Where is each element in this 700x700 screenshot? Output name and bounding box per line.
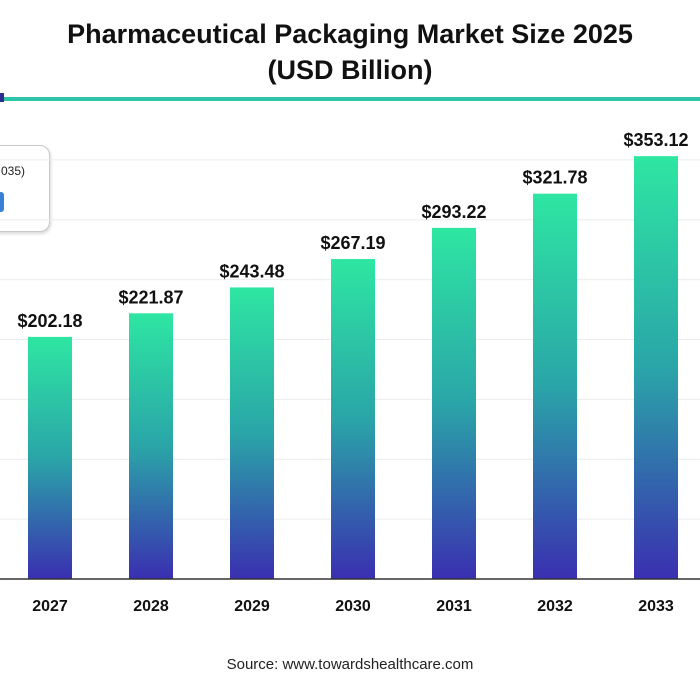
x-tick-2030: 2030 bbox=[335, 598, 371, 615]
x-tick-labels: 2027 2028 2029 2030 2031 2032 2033 bbox=[32, 598, 674, 615]
x-tick-2031: 2031 bbox=[436, 598, 472, 615]
value-label-2032: $321.78 bbox=[522, 168, 587, 188]
chart-title-line-2: (USD Billion) bbox=[267, 55, 433, 85]
bar-2032 bbox=[533, 193, 577, 579]
bar-2027 bbox=[28, 336, 72, 579]
bar-2029 bbox=[230, 287, 274, 579]
title-divider bbox=[0, 97, 700, 101]
x-tick-2033: 2033 bbox=[638, 598, 674, 615]
x-tick-2027: 2027 bbox=[32, 598, 68, 615]
legend-swatch bbox=[0, 192, 4, 212]
x-tick-2029: 2029 bbox=[234, 598, 270, 615]
value-label-2028: $221.87 bbox=[118, 287, 183, 307]
value-label-2031: $293.22 bbox=[421, 202, 486, 222]
value-labels: $202.18 $221.87 $243.48 $267.19 $293.22 $321.… bbox=[17, 130, 688, 331]
divider-marker bbox=[0, 93, 4, 102]
legend-label: 035) bbox=[1, 164, 26, 178]
bar-2028 bbox=[129, 313, 173, 579]
bar-2031 bbox=[432, 227, 476, 579]
chart-title-line-1: Pharmaceutical Packaging Market Size 202… bbox=[67, 19, 633, 49]
value-label-2029: $243.48 bbox=[219, 261, 284, 281]
bar-2033 bbox=[634, 156, 678, 579]
value-label-2030: $267.19 bbox=[320, 233, 385, 253]
chart-title: Pharmaceutical Packaging Market Size 202… bbox=[0, 16, 700, 88]
value-label-2027: $202.18 bbox=[17, 311, 82, 331]
bars bbox=[28, 156, 678, 579]
x-tick-2028: 2028 bbox=[133, 598, 169, 615]
x-tick-2032: 2032 bbox=[537, 598, 573, 615]
source-note: Source: www.towardshealthcare.com bbox=[226, 656, 474, 673]
value-label-2033: $353.12 bbox=[623, 130, 688, 150]
bar-2030 bbox=[331, 259, 375, 579]
